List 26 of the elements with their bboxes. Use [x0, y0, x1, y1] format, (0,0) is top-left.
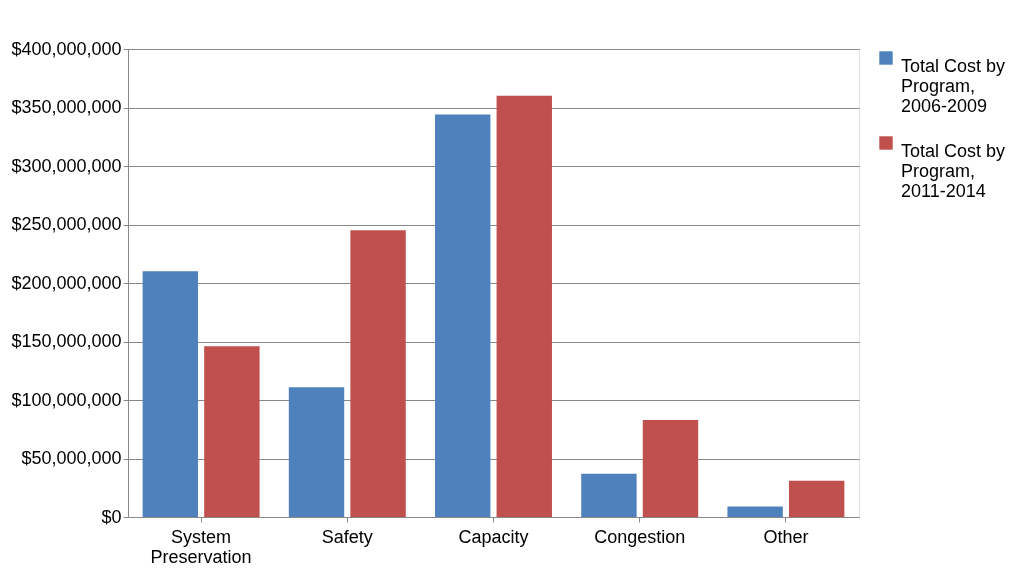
bar	[496, 95, 552, 517]
y-tick-label: $300,000,000	[11, 155, 122, 176]
y-tick-label: $150,000,000	[11, 331, 122, 351]
bar	[142, 271, 199, 517]
bar	[350, 230, 406, 517]
y-tick-label: $250,000,000	[11, 214, 122, 234]
x-tick-label: System Preservation	[150, 526, 252, 567]
y-tick-label: $50,000,000	[21, 448, 122, 468]
bar	[788, 480, 845, 517]
bar	[288, 387, 345, 517]
bar	[435, 114, 491, 517]
bar	[581, 473, 637, 517]
legend-label: Total Cost by Program, 2011-2014	[901, 141, 1006, 201]
x-tick-label: Other	[763, 526, 809, 547]
x-tick-label: Capacity	[458, 526, 529, 547]
y-tick-label: $0	[101, 506, 122, 527]
y-tick-label: $400,000,000	[11, 38, 122, 59]
x-tick-label: Congestion	[594, 526, 686, 547]
bar	[727, 506, 783, 517]
y-tick-label: $350,000,000	[11, 97, 122, 117]
bar	[204, 346, 260, 517]
bar	[642, 419, 699, 517]
y-tick-label: $200,000,000	[11, 272, 122, 293]
x-tick-label: Safety	[321, 526, 373, 547]
y-tick-label: $100,000,000	[11, 389, 122, 410]
legend-label: Total Cost by Program, 2006-2009	[901, 56, 1006, 116]
